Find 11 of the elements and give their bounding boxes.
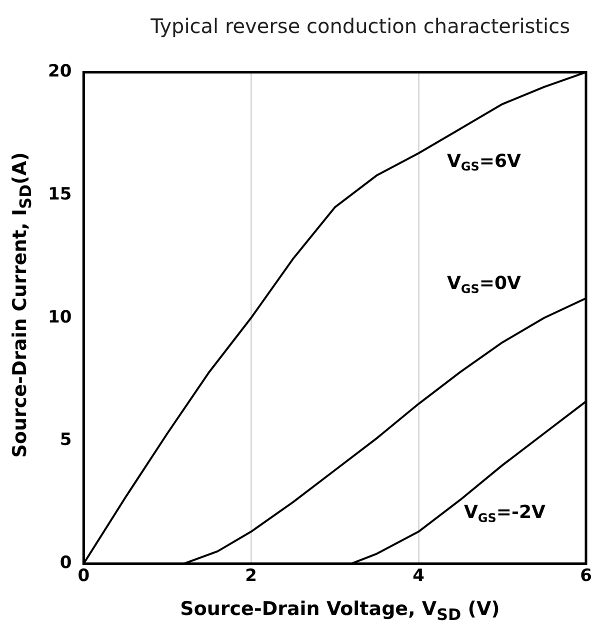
y-tick-label: 15 — [48, 184, 72, 204]
x-tick-label: 6 — [580, 566, 592, 586]
x-tick-label: 0 — [78, 566, 90, 586]
y-tick-label: 0 — [60, 553, 72, 574]
y-tick-label: 10 — [48, 307, 72, 328]
x-axis-title: Source-Drain Voltage, V$_{SD}$ (V) — [179, 598, 501, 624]
x-tick-label: 4 — [412, 566, 425, 586]
chart-title: Typical reverse conduction characteristics — [150, 14, 570, 38]
y-tick-label: 5 — [60, 430, 72, 450]
y-tick-label: 20 — [48, 62, 72, 82]
x-tick-label: 2 — [245, 566, 258, 586]
